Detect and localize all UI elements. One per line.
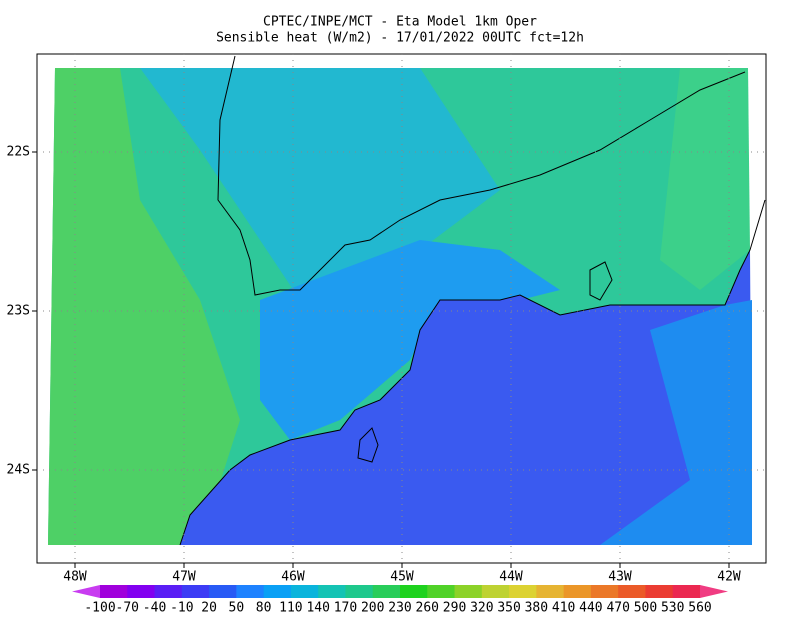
- colorbar-segment: [154, 585, 183, 598]
- colorbar-label: -40: [143, 601, 166, 616]
- colorbar-label: -100: [84, 601, 115, 616]
- colorbar-label: 110: [279, 601, 302, 616]
- colorbar-segment: [400, 585, 428, 598]
- offshore-field: [600, 300, 752, 545]
- colorbar-label: -70: [116, 601, 139, 616]
- lon-label: 43W: [608, 570, 632, 585]
- colorbar-label: 20: [201, 601, 217, 616]
- colorbar-label: 170: [334, 601, 357, 616]
- cool-land: [140, 68, 500, 300]
- colorbar-segment: [127, 585, 156, 598]
- map-title: CPTEC/INPE/MCT - Eta Model 1km Oper: [263, 15, 537, 30]
- lagoon: [589, 261, 613, 301]
- colorbar-segment: [645, 585, 674, 598]
- colorbar-label: 290: [443, 601, 466, 616]
- colorbar-label: -10: [170, 601, 193, 616]
- colorbar-label: 410: [552, 601, 575, 616]
- colorbar-label: 80: [256, 601, 272, 616]
- colorbar-label: 560: [688, 601, 711, 616]
- east-land: [660, 68, 750, 290]
- lon-label: 48W: [63, 570, 87, 585]
- colorbar-segment: [672, 585, 701, 598]
- colorbar-label: 230: [388, 601, 411, 616]
- colorbar-segment: [454, 585, 483, 598]
- boundaries: [179, 55, 766, 546]
- grid: 48W 47W 46W 45W 44W 43W 42W 22S 23S 24S: [7, 54, 766, 585]
- colorbar-segment: [590, 585, 619, 598]
- colorbar-label: 470: [606, 601, 629, 616]
- colorbar-label: 380: [525, 601, 548, 616]
- colorbar-low-arrow: [72, 585, 100, 598]
- state-border: [217, 55, 746, 296]
- colorbar-segment: [509, 585, 537, 598]
- colorbar-label: 500: [634, 601, 657, 616]
- colorbar-segment: [100, 585, 128, 598]
- colorbar-segment: [563, 585, 592, 598]
- lat-label: 22S: [7, 145, 30, 160]
- colorbar-segment: [481, 585, 510, 598]
- colorbar-label: 530: [661, 601, 684, 616]
- colorbar-label: 320: [470, 601, 493, 616]
- lon-label: 45W: [390, 570, 414, 585]
- lon-label: 42W: [717, 570, 741, 585]
- colorbar-segment: [372, 585, 401, 598]
- colorbar: -100 -70 -40 -10 20 50 80 110 140 170 200 230 260 290…: [72, 585, 728, 616]
- lat-label: 24S: [7, 463, 30, 478]
- island: [357, 427, 379, 463]
- colorbar-segment: [236, 585, 265, 598]
- colorbar-label: 350: [497, 601, 520, 616]
- coastline: [179, 199, 766, 546]
- lon-label: 46W: [281, 570, 305, 585]
- sea-field: [180, 250, 752, 545]
- colorbar-segment: [427, 585, 456, 598]
- colorbar-segment: [181, 585, 210, 598]
- lon-label: 47W: [172, 570, 196, 585]
- colorbar-high-arrow: [700, 585, 728, 598]
- colorbar-segment: [618, 585, 646, 598]
- lon-label: 44W: [499, 570, 523, 585]
- colorbar-label: 50: [229, 601, 245, 616]
- map-subtitle: Sensible heat (W/m2) - 17/01/2022 00UTC …: [216, 31, 584, 46]
- colorbar-segment: [345, 585, 374, 598]
- colorbar-label: 260: [416, 601, 439, 616]
- colorbar-label: 140: [306, 601, 329, 616]
- warm-land: [48, 68, 240, 545]
- lat-label: 23S: [7, 304, 30, 319]
- coastal-land: [260, 240, 560, 440]
- colorbar-label: 440: [579, 601, 602, 616]
- colorbar-segment: [318, 585, 346, 598]
- colorbar-segment: [209, 585, 237, 598]
- colorbar-segment: [263, 585, 292, 598]
- colorbar-segment: [290, 585, 319, 598]
- field: [48, 68, 752, 545]
- colorbar-segment: [536, 585, 565, 598]
- colorbar-label: 200: [361, 601, 384, 616]
